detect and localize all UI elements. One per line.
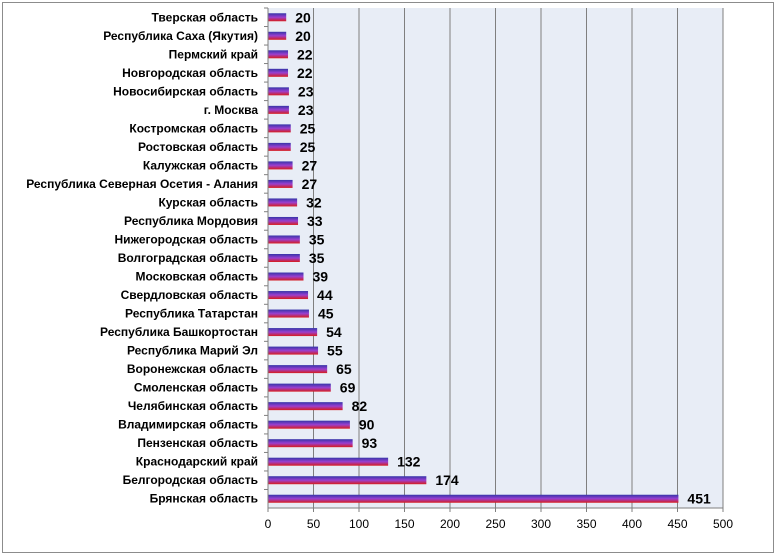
data-label: 451 — [687, 491, 711, 507]
x-tick-labels: 0 50 100 150 200 250 300 350 400 450 500 — [265, 517, 734, 531]
data-label: 65 — [336, 361, 352, 377]
data-label: 69 — [340, 380, 356, 396]
category-label: Белгородская область — [123, 473, 258, 487]
category-label: Владимирская область — [118, 418, 258, 432]
category-label: Пермский край — [169, 47, 258, 61]
data-label: 82 — [352, 398, 368, 414]
x-tick-label: 400 — [622, 517, 642, 531]
x-tick-label: 50 — [307, 517, 321, 531]
category-label: Челябинская область — [128, 399, 258, 413]
axes — [264, 7, 724, 509]
x-tick-label: 300 — [531, 517, 551, 531]
x-tick-label: 100 — [349, 517, 369, 531]
data-label: 93 — [362, 435, 378, 451]
x-tick-label: 500 — [713, 517, 733, 531]
category-label: Курская область — [158, 195, 258, 209]
bar — [268, 105, 289, 114]
category-label: Пензенская область — [137, 436, 258, 450]
category-label: Республика Северная Осетия - Алания — [26, 177, 258, 191]
data-label: 33 — [307, 213, 323, 229]
category-label: Нижегородская область — [114, 232, 258, 246]
category-label: Краснодарский край — [136, 455, 258, 469]
data-label: 25 — [300, 120, 316, 136]
category-label: Новосибирская область — [113, 84, 258, 98]
bar — [268, 420, 350, 429]
data-label: 22 — [297, 46, 313, 62]
x-tick-label: 0 — [265, 517, 272, 531]
bar — [268, 402, 343, 411]
category-label: Волгоградская область — [118, 251, 258, 265]
data-label: 90 — [359, 417, 375, 433]
category-label: Республика Башкортостан — [100, 325, 258, 339]
category-label: Новгородская область — [122, 66, 258, 80]
category-label: Республика Татарстан — [125, 307, 258, 321]
bar — [268, 142, 291, 151]
data-label: 35 — [309, 250, 325, 266]
bar — [268, 31, 287, 40]
data-label: 54 — [326, 324, 342, 340]
x-tick-label: 250 — [485, 517, 505, 531]
category-label: Ростовская область — [138, 140, 258, 154]
bar — [268, 254, 300, 262]
bar — [268, 309, 309, 318]
x-tick-label: 350 — [576, 517, 596, 531]
bar-chart: Тверская область Республика Саха (Якутия)… — [26, 7, 734, 531]
data-label: 35 — [309, 231, 325, 247]
category-label: Республика Мордовия — [124, 214, 258, 228]
data-label: 23 — [298, 102, 314, 118]
category-label: Брянская область — [150, 492, 258, 506]
category-label: г. Москва — [204, 103, 259, 117]
data-label: 20 — [295, 9, 311, 25]
x-tick-label: 450 — [667, 517, 687, 531]
bar — [268, 179, 293, 188]
data-label: 25 — [300, 139, 316, 155]
bar — [268, 216, 299, 225]
category-label: Московская область — [136, 270, 258, 284]
category-label: Воронежская область — [127, 362, 258, 376]
data-label: 22 — [297, 65, 313, 81]
bar — [268, 383, 331, 392]
category-label: Свердловская область — [121, 288, 258, 302]
bar — [268, 13, 287, 22]
bar — [268, 124, 291, 133]
data-label: 174 — [435, 472, 459, 488]
bar — [268, 272, 304, 281]
x-tick-label: 200 — [440, 517, 460, 531]
bar — [268, 68, 289, 77]
category-labels: Тверская область Республика Саха (Якутия)… — [26, 10, 258, 505]
data-label: 20 — [295, 28, 311, 44]
bar — [268, 476, 427, 485]
data-label: 32 — [306, 194, 322, 210]
data-label: 27 — [302, 157, 318, 173]
data-label: 23 — [298, 83, 314, 99]
bar — [268, 457, 389, 466]
bar — [268, 439, 353, 448]
category-label: Смоленская область — [134, 381, 258, 395]
bar — [268, 161, 293, 170]
bar — [268, 328, 318, 337]
category-label: Тверская область — [152, 10, 258, 24]
category-label: Республика Марий Эл — [127, 344, 258, 358]
bar — [268, 198, 298, 207]
data-label: 132 — [397, 454, 421, 470]
data-label: 39 — [312, 269, 328, 285]
data-label: 55 — [327, 343, 343, 359]
bar — [268, 365, 328, 374]
bar — [268, 235, 300, 244]
category-label: Республика Саха (Якутия) — [103, 29, 258, 43]
category-label: Калужская область — [143, 158, 258, 172]
data-label: 45 — [318, 306, 334, 322]
bar — [268, 87, 289, 96]
data-labels: 20 20 22 22 23 23 25 25 27 27 32 33 35 35 39 44 45 54 55 65… — [295, 9, 711, 506]
x-tick-label: 150 — [394, 517, 414, 531]
bars — [268, 13, 679, 503]
bar — [268, 346, 319, 355]
bar — [268, 291, 309, 300]
data-label: 44 — [317, 287, 333, 303]
data-label: 27 — [302, 176, 318, 192]
bar — [268, 494, 679, 503]
category-label: Костромская область — [129, 121, 258, 135]
bar — [268, 50, 289, 59]
